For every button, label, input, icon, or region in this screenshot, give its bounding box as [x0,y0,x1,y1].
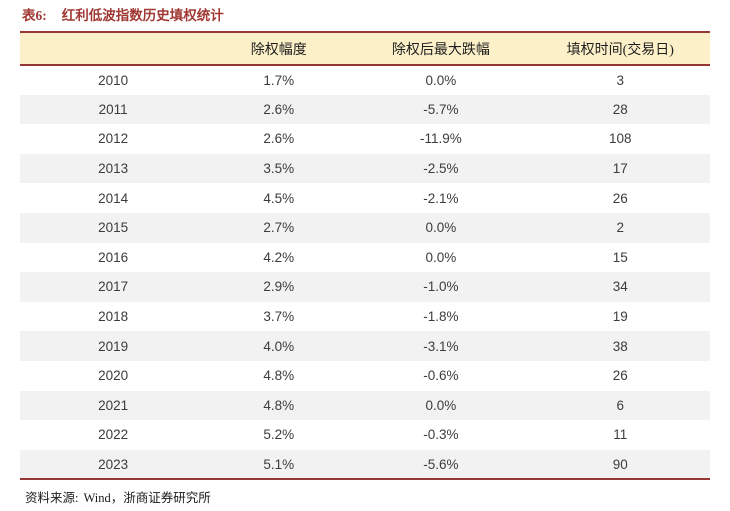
cell-fill-days: 26 [612,368,628,384]
cell-ex-right-pct: 4.8% [263,397,295,413]
cell-max-drawdown-pct: -5.6% [351,449,531,481]
cell-fill-days: 26 [612,190,628,206]
cell-ex-right-pct: 5.2% [263,427,295,443]
figure-title-text: 红利低波指数历史填权统计 [61,8,224,23]
col-header-max-drawdown: 除权后最大跌幅 [351,31,531,66]
table-row: 2018 3.7% -1.8% 19 [20,302,710,332]
cell-year: 2010 [98,72,129,88]
cell-year: 2016 [98,249,129,265]
table-row: 2020 4.8% -0.6% 26 [20,361,710,391]
table-row: 2022 5.2% -0.3% 11 [20,420,710,450]
col-header-ex-right-pct: 除权幅度 [206,31,352,66]
cell-max-drawdown-pct: -1.0% [423,279,459,295]
table-row: 2021 4.8% 0.0% 6 [20,390,710,421]
col-header-fill-days: 填权时间(交易日) [530,31,710,66]
table-row: 2017 2.9% -1.0% 34 [20,272,710,302]
cell-max-drawdown-pct: 0.0% [425,249,457,265]
cell-max-drawdown-pct: -3.1% [423,338,459,354]
cell-fill-days: 38 [612,338,628,354]
cell-ex-right-pct: 2.6% [263,131,295,147]
cell-year: 2015 [98,220,129,236]
cell-fill-days: 19 [612,309,628,325]
cell-max-drawdown-pct: -5.7% [423,101,459,117]
cell-ex-right-pct: 3.7% [263,309,295,325]
figure-title: 表6: 红利低波指数历史填权统计 [20,5,710,31]
cell-fill-days: 11 [613,427,628,443]
table-row: 2015 2.7% 0.0% 2 [20,212,710,243]
cell-year: 2013 [98,161,129,177]
cell-fill-days: 34 [612,279,628,295]
source-text: Wind，浙商证券研究所 [83,491,211,506]
cell-max-drawdown-pct: 0.0% [425,220,457,236]
cell-fill-days: 90 [530,449,710,481]
cell-year: 2012 [98,131,129,147]
statistics-table: 除权幅度 除权后最大跌幅 填权时间(交易日) 2010 1.7% 0.0% 3 2011… [20,31,710,481]
cell-fill-days: 108 [609,131,632,147]
cell-year: 2017 [98,279,129,295]
table-row: 2023 5.1% -5.6% 90 [20,449,710,481]
cell-year: 2023 [20,449,207,481]
cell-year: 2011 [98,101,128,117]
cell-ex-right-pct: 3.5% [263,161,295,177]
cell-fill-days: 6 [616,397,625,413]
table-row: 2010 1.7% 0.0% 3 [20,65,710,95]
cell-max-drawdown-pct: -1.8% [423,309,459,325]
cell-year: 2019 [98,338,129,354]
table-row: 2014 4.5% -2.1% 26 [20,183,710,213]
cell-max-drawdown-pct: -0.3% [423,427,459,443]
table-row: 2013 3.5% -2.5% 17 [20,153,710,184]
cell-year: 2014 [98,190,129,206]
cell-year: 2020 [98,368,129,384]
cell-fill-days: 15 [612,249,628,265]
table-row: 2011 2.6% -5.7% 28 [20,94,710,125]
source-line: 资料来源: Wind，浙商证券研究所 [20,487,710,506]
cell-year: 2021 [98,397,129,413]
figure-title-label: 表6: [22,8,47,23]
cell-fill-days: 17 [612,161,628,177]
cell-max-drawdown-pct: 0.0% [425,397,457,413]
cell-ex-right-pct: 2.6% [263,101,295,117]
table-body: 2010 1.7% 0.0% 3 2011 2.6% -5.7% 28 2012 2.6% -11.… [20,65,710,481]
cell-fill-days: 2 [616,220,625,236]
cell-max-drawdown-pct: 0.0% [425,72,457,88]
cell-ex-right-pct: 4.2% [263,249,295,265]
cell-ex-right-pct: 1.7% [263,72,295,88]
cell-max-drawdown-pct: -2.5% [423,161,459,177]
cell-year: 2022 [98,427,129,443]
cell-max-drawdown-pct: -0.6% [423,368,459,384]
cell-ex-right-pct: 2.7% [263,220,295,236]
table-header-row: 除权幅度 除权后最大跌幅 填权时间(交易日) [20,31,710,66]
cell-fill-days: 28 [612,101,628,117]
cell-ex-right-pct: 4.0% [263,338,295,354]
table-row: 2016 4.2% 0.0% 15 [20,243,710,273]
cell-fill-days: 3 [616,72,625,88]
cell-ex-right-pct: 4.8% [263,368,295,384]
table-row: 2012 2.6% -11.9% 108 [20,124,710,154]
cell-year: 2018 [98,309,129,325]
cell-ex-right-pct: 2.9% [263,279,295,295]
source-label: 资料来源: [25,491,79,506]
cell-max-drawdown-pct: -11.9% [419,131,462,147]
cell-ex-right-pct: 4.5% [263,190,295,206]
table-row: 2019 4.0% -3.1% 38 [20,331,710,361]
cell-ex-right-pct: 5.1% [206,449,352,481]
col-header-year [20,31,207,66]
cell-max-drawdown-pct: -2.1% [423,190,459,206]
table-header: 除权幅度 除权后最大跌幅 填权时间(交易日) [20,31,710,66]
